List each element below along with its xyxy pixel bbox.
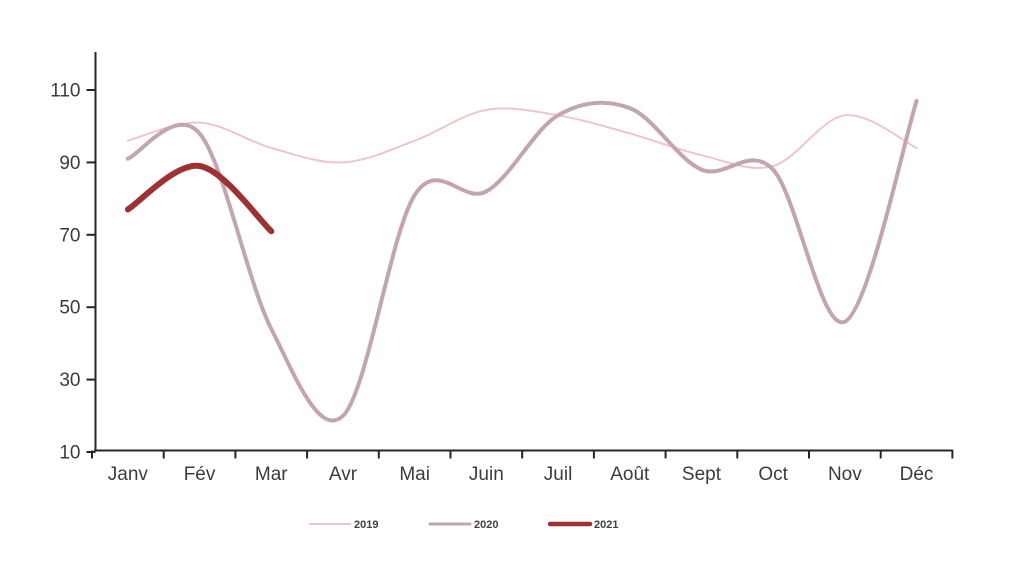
y-axis-label: 10	[59, 443, 80, 464]
x-axis-label: Sept	[682, 464, 722, 485]
x-axis-label: Mar	[255, 464, 288, 485]
x-axis-label: Oct	[758, 464, 788, 485]
x-axis-label: Nov	[828, 464, 862, 485]
y-axis-label: 30	[59, 370, 80, 391]
y-axis-label: 110	[50, 81, 80, 102]
x-axis-label: Janv	[108, 464, 149, 485]
y-axis-label: 70	[59, 225, 80, 246]
x-axis-label: Mai	[399, 464, 430, 485]
x-axis-label: Déc	[900, 464, 934, 485]
x-axis-label: Juil	[544, 464, 573, 485]
y-axis-label: 90	[59, 153, 80, 174]
line-series-2021	[124, 162, 275, 235]
legend-label-2020: 2020	[474, 519, 498, 531]
line-series-2019	[126, 107, 918, 169]
x-axis-label: Fév	[184, 464, 216, 485]
x-axis-label: Juin	[469, 464, 504, 485]
y-axis-label: 50	[59, 298, 80, 319]
legend-label-2021: 2021	[594, 519, 618, 531]
legend-label-2019: 2019	[354, 519, 378, 531]
x-axis-label: Avr	[329, 464, 358, 485]
line-series-2020	[125, 98, 919, 423]
x-axis-label: Août	[610, 464, 650, 485]
